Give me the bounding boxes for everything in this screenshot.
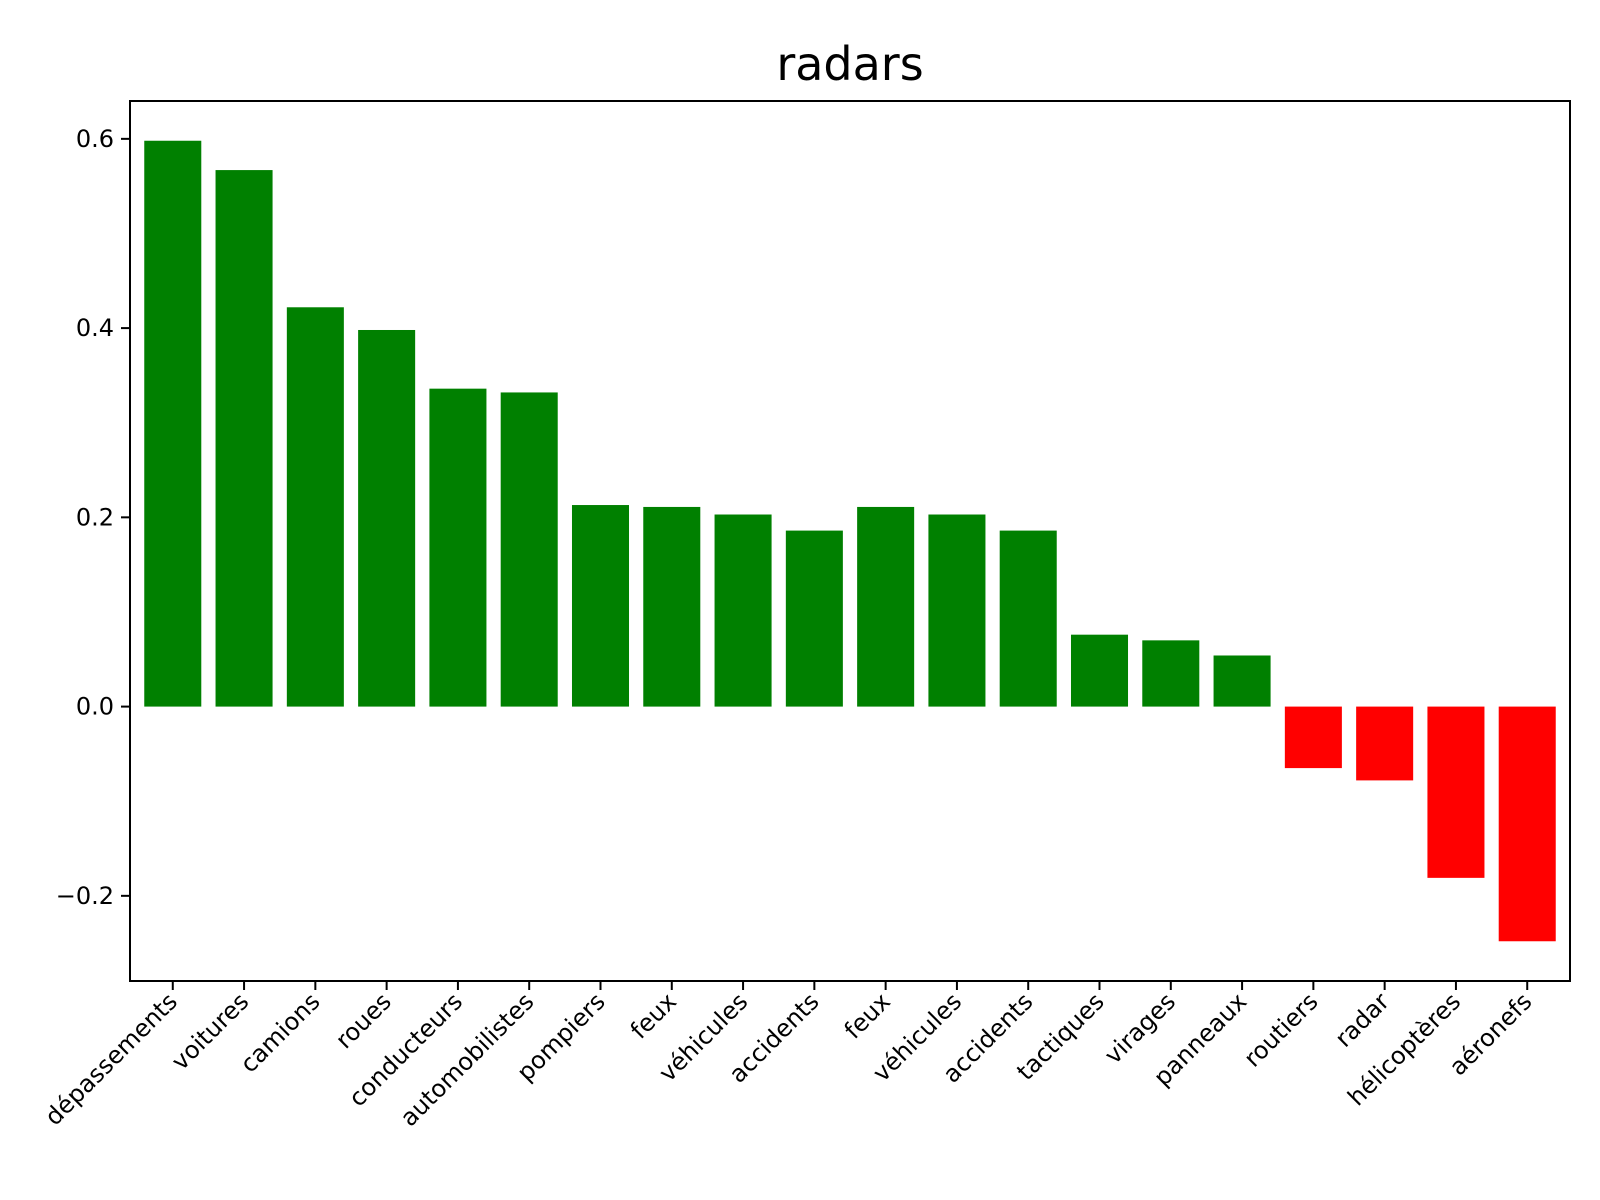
bar-17 bbox=[1356, 706, 1414, 781]
bar-2 bbox=[286, 307, 344, 707]
bar-8 bbox=[714, 514, 772, 707]
bar-16 bbox=[1284, 706, 1342, 769]
bar-3 bbox=[358, 329, 416, 707]
x-tick-label: dépassements bbox=[39, 987, 183, 1131]
bar-9 bbox=[785, 530, 843, 707]
bar-18 bbox=[1427, 706, 1485, 878]
bar-5 bbox=[500, 392, 558, 707]
bar-12 bbox=[999, 530, 1057, 707]
y-axis: −0.2 0.0 0.2 0.4 0.6 bbox=[56, 125, 130, 910]
bars-group bbox=[144, 140, 1556, 942]
bar-0 bbox=[144, 140, 202, 707]
x-tick-label: camions bbox=[235, 987, 326, 1078]
y-tick-label: 0.2 bbox=[76, 503, 114, 531]
bar-19 bbox=[1498, 706, 1556, 942]
y-tick-label: −0.2 bbox=[56, 882, 114, 910]
y-tick-label: 0.4 bbox=[76, 314, 114, 342]
x-tick-label: routiers bbox=[1238, 987, 1323, 1072]
plot-frame bbox=[129, 100, 1571, 982]
bar-6 bbox=[571, 505, 630, 707]
bar-7 bbox=[643, 506, 701, 707]
bar-11 bbox=[928, 514, 986, 707]
x-tick-label: feux bbox=[839, 987, 896, 1044]
bar-15 bbox=[1213, 655, 1271, 707]
bar-4 bbox=[429, 388, 487, 707]
bar-13 bbox=[1070, 634, 1129, 707]
y-tick-label: 0.0 bbox=[76, 693, 114, 721]
x-tick-label: radar bbox=[1330, 987, 1395, 1052]
bar-14 bbox=[1142, 640, 1200, 707]
bar-10 bbox=[857, 506, 915, 707]
bar-1 bbox=[215, 170, 273, 707]
x-tick-label: roues bbox=[330, 987, 397, 1054]
x-tick-label: feux bbox=[625, 987, 682, 1044]
chart-title: radars bbox=[776, 37, 923, 91]
y-tick-label: 0.6 bbox=[76, 125, 114, 153]
